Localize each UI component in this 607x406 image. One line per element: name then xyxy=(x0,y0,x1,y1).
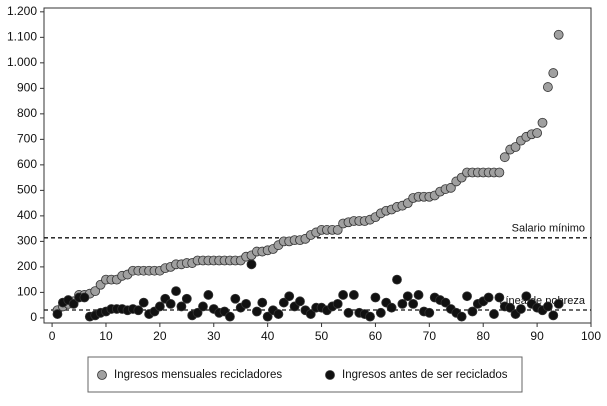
data-point xyxy=(305,309,316,319)
data-point xyxy=(171,286,181,297)
data-point xyxy=(537,117,548,128)
data-point xyxy=(181,293,192,304)
reference-label: Línea de pobreza xyxy=(499,295,586,307)
y-tick-label: 100 xyxy=(17,285,37,299)
y-tick-label: 1.200 xyxy=(7,4,37,18)
data-point xyxy=(542,301,553,312)
data-point xyxy=(494,292,505,303)
y-tick-label: 600 xyxy=(17,157,37,171)
data-point xyxy=(176,301,187,312)
y-tick-label: 800 xyxy=(17,106,37,120)
data-point xyxy=(553,29,564,40)
y-tick-label: 1.100 xyxy=(7,30,37,44)
data-point xyxy=(278,297,289,308)
data-point xyxy=(445,182,456,193)
data-point xyxy=(138,297,149,308)
data-point xyxy=(165,298,176,309)
y-tick-label: 700 xyxy=(17,132,37,146)
data-point xyxy=(467,306,478,317)
data-point xyxy=(370,292,381,303)
x-tick-label: 20 xyxy=(153,329,167,343)
y-tick-label: 0 xyxy=(30,310,37,324)
data-point xyxy=(273,309,284,319)
data-point xyxy=(133,305,144,316)
data-point xyxy=(402,291,413,302)
data-point xyxy=(553,298,564,309)
y-tick-label: 500 xyxy=(17,183,37,197)
x-tick-label: 60 xyxy=(369,329,383,343)
legend-label: Ingresos antes de ser reciclados xyxy=(342,369,508,381)
legend-marker xyxy=(97,370,107,380)
y-tick-label: 900 xyxy=(17,81,37,95)
data-point xyxy=(440,297,451,308)
y-tick-label: 200 xyxy=(17,259,37,273)
data-point xyxy=(225,311,235,322)
data-point xyxy=(483,292,494,303)
data-point xyxy=(192,307,203,318)
data-point xyxy=(262,311,273,322)
data-point xyxy=(397,298,408,309)
legend-box xyxy=(87,356,523,393)
data-point xyxy=(489,309,499,319)
data-point xyxy=(386,302,397,313)
data-point xyxy=(241,298,251,309)
x-tick-label: 30 xyxy=(207,329,221,343)
data-point xyxy=(516,304,526,314)
data-point xyxy=(257,297,268,308)
data-point xyxy=(548,310,559,321)
data-point xyxy=(413,290,424,300)
legend-marker xyxy=(325,370,335,380)
data-point xyxy=(365,311,375,322)
data-point xyxy=(505,302,516,313)
x-tick-label: 10 xyxy=(99,329,113,343)
data-point xyxy=(68,298,79,309)
data-point xyxy=(90,286,101,297)
data-point xyxy=(338,290,348,300)
data-point xyxy=(499,152,510,163)
x-tick-label: 90 xyxy=(530,329,544,343)
data-point xyxy=(548,68,559,78)
data-point xyxy=(343,307,354,318)
data-point xyxy=(284,291,295,302)
y-tick-label: 400 xyxy=(17,208,37,222)
data-point xyxy=(332,225,343,235)
reference-label: Salario mínimo xyxy=(512,223,585,235)
data-point xyxy=(251,306,262,317)
data-point xyxy=(332,298,343,309)
data-point xyxy=(246,259,257,270)
y-tick-label: 1.000 xyxy=(7,55,37,69)
x-tick-label: 70 xyxy=(423,329,437,343)
data-point xyxy=(521,291,532,302)
data-point xyxy=(375,307,386,318)
data-point xyxy=(198,301,208,312)
x-tick-label: 50 xyxy=(315,329,329,343)
data-point xyxy=(230,293,241,304)
x-tick-label: 0 xyxy=(49,329,56,343)
data-point xyxy=(392,274,402,285)
data-point xyxy=(494,167,505,178)
data-point xyxy=(52,309,63,319)
data-point xyxy=(542,82,553,92)
data-point xyxy=(348,290,359,300)
data-point xyxy=(462,291,472,302)
data-point xyxy=(532,128,543,138)
legend-label: Ingresos mensuales recicladores xyxy=(114,369,282,381)
x-tick-label: 80 xyxy=(477,329,491,343)
data-point xyxy=(510,142,521,152)
plot-frame xyxy=(43,7,592,324)
data-point xyxy=(203,290,214,300)
data-point xyxy=(456,311,467,322)
data-point xyxy=(424,307,435,318)
data-point xyxy=(79,292,90,303)
data-point xyxy=(408,298,419,309)
x-tick-label: 40 xyxy=(261,329,275,343)
data-point xyxy=(295,296,305,307)
data-point xyxy=(154,301,165,312)
y-tick-label: 300 xyxy=(17,234,37,248)
x-tick-label: 100 xyxy=(581,329,601,343)
